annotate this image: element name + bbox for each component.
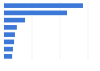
- chart: [0, 0, 100, 71]
- bar: [4, 25, 17, 30]
- bars: [4, 3, 83, 58]
- bar: [4, 3, 83, 8]
- grid-line: [88, 2, 89, 60]
- bar: [4, 54, 12, 59]
- bar: [4, 18, 25, 23]
- bar: [4, 47, 13, 52]
- bar: [4, 32, 15, 37]
- bar: [4, 11, 67, 16]
- bar: [4, 40, 14, 45]
